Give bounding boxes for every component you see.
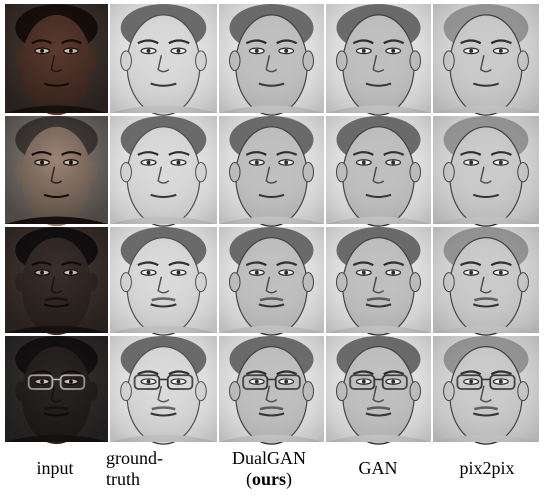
panel-pix2pix-row-4 [433,336,539,445]
panel-dualgan-row-1 [219,4,324,116]
panel-dualgan-row-3 [219,227,324,336]
panel-ground-truth-row-1 [110,4,217,116]
panel-input-row-1 [5,4,108,116]
panel-pix2pix-row-3 [433,227,539,336]
panel-gan-row-1 [326,4,431,116]
panel-gan-row-2 [326,115,431,227]
panel-input-row-4 [5,336,108,445]
label-dualgan: DualGAN (ours) [232,448,306,489]
panel-gan-row-4 [326,336,431,445]
panel-gan-row-3 [326,227,431,336]
label-pix2pix: pix2pix [459,458,515,478]
label-input: input [36,458,74,478]
panel-input-row-2 [5,115,108,227]
panel-input-row-3 [5,227,108,336]
panel-ground-truth-row-2 [110,115,217,227]
panel-dualgan-row-2 [219,115,324,227]
panel-dualgan-row-4 [219,336,324,445]
panel-pix2pix-row-1 [433,4,539,116]
panel-ground-truth-row-4 [110,336,217,445]
label-gan: GAN [358,458,398,478]
label-ground-truth: ground- truth [106,448,163,489]
panel-ground-truth-row-3 [110,227,217,336]
panel-pix2pix-row-2 [433,115,539,227]
